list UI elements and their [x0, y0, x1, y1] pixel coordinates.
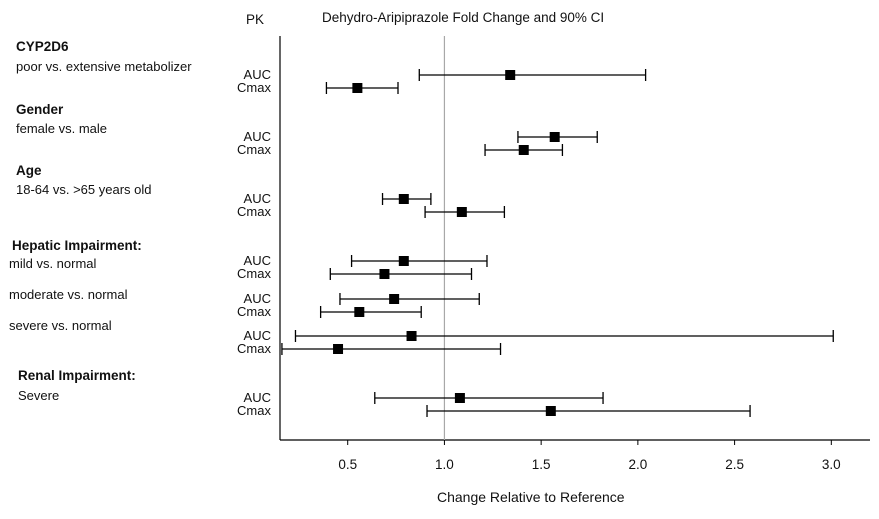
pk-label: AUC	[243, 328, 271, 343]
x-tick-label: 1.0	[435, 457, 454, 472]
group-title: Age	[16, 163, 42, 178]
x-tick-label: 2.5	[725, 457, 744, 472]
point-estimate	[354, 307, 365, 317]
pk-label: Cmax	[237, 142, 271, 157]
pk-label: AUC	[243, 191, 271, 206]
pk-label: Cmax	[237, 341, 271, 356]
group-title: Gender	[16, 102, 64, 117]
group-title: Hepatic Impairment:	[12, 238, 142, 253]
point-estimate	[398, 256, 409, 266]
plot-marks	[281, 69, 834, 417]
comparison-label: Severe	[18, 388, 60, 403]
pk-label: AUC	[243, 67, 271, 82]
point-estimate	[379, 269, 390, 279]
x-tick-label: 2.0	[628, 457, 647, 472]
pk-label: Cmax	[237, 403, 271, 418]
chart-title: Dehydro-Aripiprazole Fold Change and 90%…	[322, 10, 605, 25]
x-tick-label: 1.5	[532, 457, 551, 472]
comparison-label: severe vs. normal	[9, 318, 112, 333]
point-estimate	[406, 331, 417, 341]
comparison-label: moderate vs. normal	[9, 287, 128, 302]
point-estimate	[545, 406, 556, 416]
pk-label: Cmax	[237, 204, 271, 219]
comparison-label: poor vs. extensive metabolizer	[16, 59, 192, 74]
axes: 0.5 1.0 1.5 2.0 2.5 3.0	[279, 36, 870, 472]
pk-label: Cmax	[237, 80, 271, 95]
x-axis-label: Change Relative to Reference	[437, 489, 625, 505]
point-estimate	[456, 207, 467, 217]
x-tick-label: 0.5	[338, 457, 357, 472]
pk-label: Cmax	[237, 304, 271, 319]
point-estimate	[398, 194, 409, 204]
x-tick-label: 3.0	[822, 457, 841, 472]
pk-label: AUC	[243, 129, 271, 144]
point-estimate	[454, 393, 465, 403]
group-title: Renal Impairment:	[18, 368, 136, 383]
point-estimate	[389, 294, 400, 304]
pk-label: AUC	[243, 253, 271, 268]
point-estimate	[333, 344, 344, 354]
point-estimate	[549, 132, 560, 142]
comparison-label: 18-64 vs. >65 years old	[16, 182, 152, 197]
group-title: CYP2D6	[16, 39, 69, 54]
pk-label: AUC	[243, 291, 271, 306]
point-estimate	[352, 83, 363, 93]
comparison-label: mild vs. normal	[9, 256, 97, 271]
pk-label: Cmax	[237, 266, 271, 281]
point-estimate	[518, 145, 529, 155]
pk-column-header: PK	[246, 12, 265, 27]
comparison-label: female vs. male	[16, 121, 108, 136]
pk-label: AUC	[243, 390, 271, 405]
point-estimate	[505, 70, 516, 80]
